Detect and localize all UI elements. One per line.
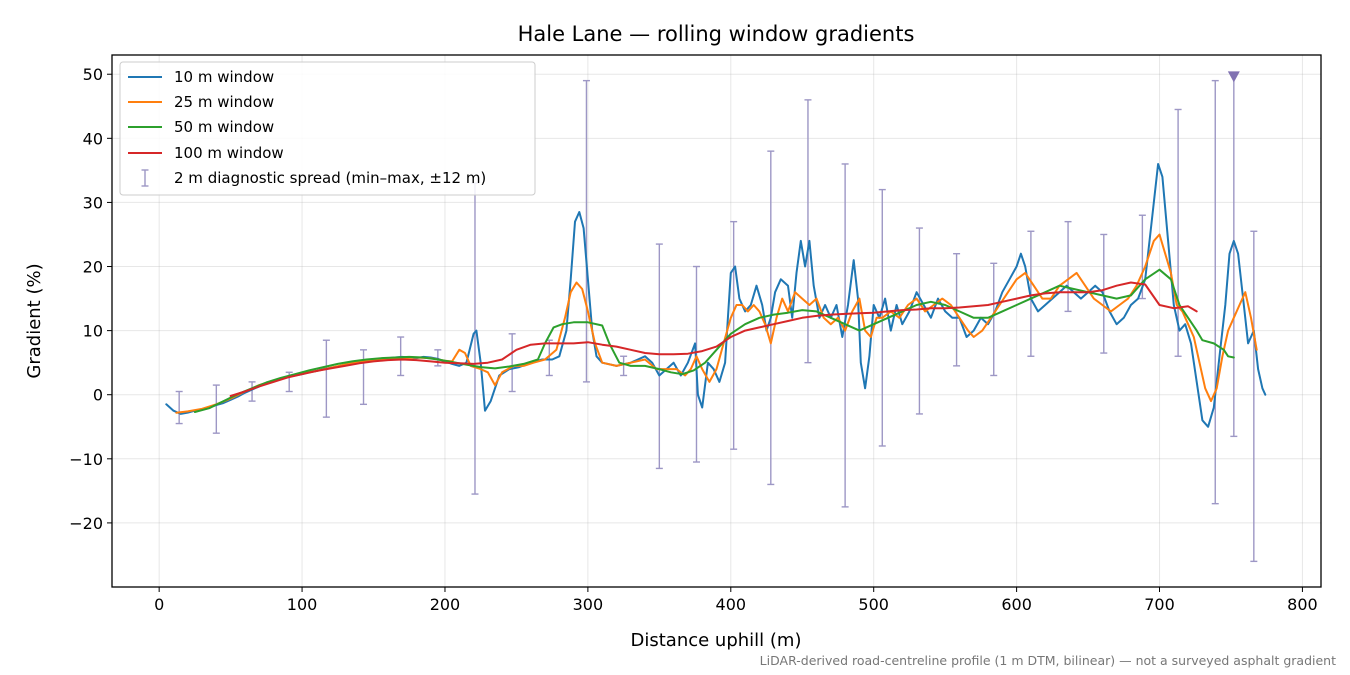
y-tick-label: 30: [83, 193, 103, 212]
errorbar: [1211, 79, 1219, 505]
y-tick-label: 40: [83, 129, 103, 148]
y-tick-label: −10: [69, 450, 103, 469]
legend-label-errorbars: 2 m diagnostic spread (min–max, ±12 m): [174, 169, 486, 187]
max-marker: [1227, 71, 1240, 83]
errorbar: [915, 227, 923, 415]
errorbar: [1250, 230, 1258, 563]
errorbar: [1064, 220, 1072, 313]
errorbar: [990, 262, 998, 377]
legend-label-3: 50 m window: [174, 118, 274, 136]
legend-box: [119, 61, 536, 196]
legend: 10 m window 25 m window 50 m window 100 m w…: [119, 61, 536, 196]
legend-label-1: 10 m window: [174, 68, 274, 86]
series-lines: [165, 163, 1267, 428]
x-tick-label: 0: [154, 595, 164, 614]
x-tick-label: 200: [430, 595, 461, 614]
errorbar: [248, 381, 256, 402]
errorbar: [212, 384, 220, 434]
errorbar: [1174, 108, 1182, 357]
x-tick-label: 300: [573, 595, 604, 614]
errorbar: [508, 333, 516, 393]
y-tick-label: 0: [93, 386, 103, 405]
legend-label-4: 100 m window: [174, 144, 284, 162]
footnote: LiDAR-derived road-centreline profile (1…: [760, 653, 1336, 668]
y-tick-label: 20: [83, 258, 103, 277]
x-tick-label: 800: [1287, 595, 1318, 614]
series-line-2: [175, 233, 1258, 414]
x-tick-label: 600: [1001, 595, 1032, 614]
errorbar: [322, 339, 330, 418]
errorbar: [620, 355, 628, 377]
y-tick-label: 50: [83, 65, 103, 84]
y-axis-label: Gradient (%): [24, 263, 45, 378]
ticks: 0 100 200 300 400 500 600 700 800 −20 −10 0 10 20 30 40…: [69, 65, 1317, 614]
legend-label-2: 25 m window: [174, 93, 274, 111]
markers: [1227, 71, 1240, 83]
x-tick-label: 500: [858, 595, 889, 614]
y-tick-label: −20: [69, 514, 103, 533]
errorbar: [655, 243, 663, 470]
errorbar: [804, 99, 812, 364]
series-line-4: [229, 281, 1198, 397]
x-tick-label: 400: [716, 595, 747, 614]
x-tick-label: 700: [1144, 595, 1175, 614]
errorbar: [582, 79, 590, 383]
errorbar: [841, 163, 849, 508]
series-line-3: [193, 268, 1235, 413]
errorbar: [175, 390, 183, 425]
x-tick-label: 100: [287, 595, 318, 614]
y-tick-label: 10: [83, 322, 103, 341]
x-axis-label: Distance uphill (m): [631, 630, 802, 651]
chart-title: Hale Lane — rolling window gradients: [518, 22, 915, 46]
plot-frame: [111, 54, 1322, 588]
